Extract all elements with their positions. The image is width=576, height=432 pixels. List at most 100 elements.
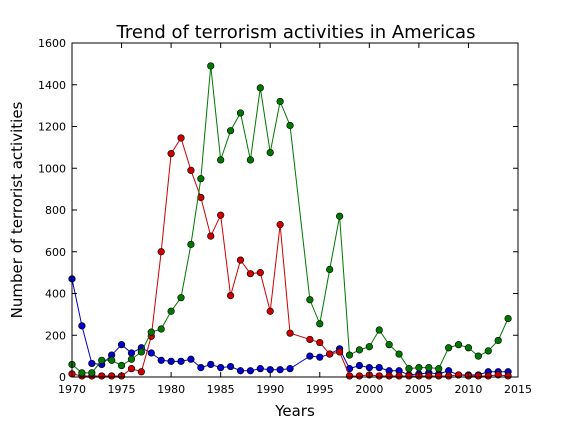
data-point bbox=[226, 362, 235, 371]
data-point bbox=[127, 355, 136, 363]
data-point bbox=[286, 365, 294, 373]
data-point bbox=[246, 270, 254, 278]
data-point bbox=[187, 166, 195, 174]
data-point bbox=[157, 356, 165, 364]
data-point bbox=[217, 156, 225, 164]
data-point bbox=[355, 361, 364, 370]
data-point bbox=[197, 364, 205, 372]
x-axis-label: Years bbox=[274, 402, 315, 420]
data-point bbox=[137, 348, 145, 356]
data-point bbox=[306, 296, 314, 304]
y-axis-label: Number of terrorist activities bbox=[8, 101, 26, 318]
data-point bbox=[365, 364, 373, 372]
data-point bbox=[137, 368, 145, 376]
data-point bbox=[435, 372, 443, 380]
data-point bbox=[425, 364, 433, 372]
x-tick-label: 1975 bbox=[108, 383, 136, 396]
data-point bbox=[266, 307, 274, 315]
x-tick-label: 2010 bbox=[454, 383, 482, 396]
data-point bbox=[375, 372, 383, 380]
data-point bbox=[207, 360, 215, 369]
data-point bbox=[246, 367, 254, 375]
data-point bbox=[405, 365, 413, 373]
x-tick-label: 1980 bbox=[157, 383, 185, 396]
x-tick-label: 2015 bbox=[504, 383, 532, 396]
data-point bbox=[454, 341, 463, 349]
y-tick-label: 1200 bbox=[38, 121, 66, 134]
data-point bbox=[365, 343, 373, 351]
data-point bbox=[78, 322, 86, 330]
data-point bbox=[276, 366, 284, 374]
data-point bbox=[474, 352, 482, 360]
data-point bbox=[108, 372, 116, 380]
data-point bbox=[316, 320, 324, 328]
x-tick-label: 2005 bbox=[405, 383, 433, 396]
series-3 bbox=[68, 62, 512, 377]
data-point bbox=[256, 84, 264, 92]
data-point bbox=[177, 294, 185, 302]
data-point bbox=[207, 62, 215, 70]
data-point bbox=[504, 314, 512, 323]
data-point bbox=[157, 325, 165, 333]
data-point bbox=[157, 248, 165, 256]
y-tick-label: 1600 bbox=[38, 37, 66, 50]
data-point bbox=[236, 367, 245, 375]
data-point bbox=[494, 336, 502, 345]
x-tick-label: 2000 bbox=[355, 383, 383, 396]
data-point bbox=[167, 307, 175, 315]
data-point bbox=[108, 356, 116, 364]
data-point bbox=[78, 369, 86, 377]
data-point bbox=[276, 221, 284, 229]
data-point bbox=[177, 357, 185, 365]
y-tick-label: 800 bbox=[45, 204, 66, 217]
data-point bbox=[236, 256, 245, 264]
data-point bbox=[484, 372, 492, 380]
data-point bbox=[256, 269, 264, 277]
data-point bbox=[316, 338, 324, 347]
data-point bbox=[504, 372, 512, 380]
data-point bbox=[127, 349, 136, 357]
data-point bbox=[217, 211, 225, 219]
data-point bbox=[187, 240, 195, 249]
x-tick-label: 1970 bbox=[58, 383, 86, 396]
data-point bbox=[306, 335, 314, 344]
data-point bbox=[147, 328, 155, 336]
data-point bbox=[197, 175, 205, 183]
data-point bbox=[276, 97, 284, 106]
data-point bbox=[326, 265, 334, 274]
data-point bbox=[336, 348, 344, 356]
data-point bbox=[167, 357, 175, 365]
data-point bbox=[306, 352, 314, 360]
data-point bbox=[256, 365, 264, 373]
y-tick-label: 400 bbox=[45, 288, 66, 301]
data-point bbox=[425, 372, 433, 380]
data-point bbox=[375, 326, 383, 334]
data-point bbox=[226, 127, 235, 135]
data-point bbox=[355, 346, 364, 354]
data-point bbox=[266, 148, 274, 157]
x-tick-label: 1995 bbox=[306, 383, 334, 396]
data-point bbox=[345, 372, 354, 380]
chart-title: Trend of terrorism activities in America… bbox=[116, 22, 476, 43]
data-point bbox=[117, 341, 126, 349]
data-point bbox=[316, 353, 324, 361]
data-point bbox=[345, 351, 354, 359]
data-point bbox=[445, 372, 453, 380]
data-point bbox=[474, 372, 482, 380]
data-point bbox=[395, 350, 403, 358]
data-point bbox=[435, 365, 443, 373]
data-point bbox=[385, 372, 393, 380]
data-point bbox=[336, 212, 344, 220]
data-point bbox=[246, 156, 254, 164]
data-point bbox=[226, 291, 235, 300]
y-tick-label: 1000 bbox=[38, 162, 66, 175]
data-point bbox=[217, 364, 225, 372]
data-point bbox=[326, 350, 334, 358]
data-point bbox=[127, 365, 136, 373]
data-point bbox=[207, 232, 215, 240]
y-tick-label: 1400 bbox=[38, 79, 66, 92]
data-point bbox=[117, 361, 126, 370]
data-point bbox=[445, 344, 453, 352]
